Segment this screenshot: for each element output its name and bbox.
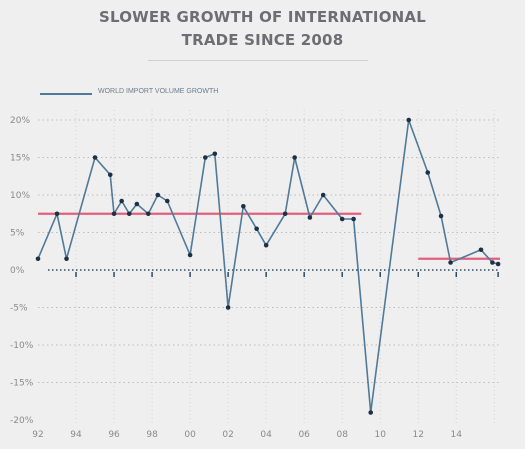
data-point	[339, 216, 345, 222]
data-point	[111, 211, 117, 217]
x-tick-label: 14	[451, 430, 463, 440]
data-point	[126, 211, 132, 217]
data-point	[119, 198, 124, 204]
x-tick-label: 92	[32, 430, 43, 440]
data-point	[241, 203, 246, 209]
data-point	[351, 216, 356, 222]
data-point	[134, 201, 140, 207]
y-tick-label: 15%	[10, 154, 30, 164]
x-tick-label: 04	[260, 430, 272, 440]
data-point	[282, 211, 288, 217]
chart-title-line-2: TRADE SINCE 2008	[181, 31, 344, 49]
x-tick-label: 02	[222, 430, 233, 440]
legend-label: WORLD IMPORT VOLUME GROWTH	[98, 88, 219, 95]
chart-title-line-1: SLOWER GROWTH OF INTERNATIONAL	[99, 8, 426, 26]
data-point	[187, 252, 193, 258]
data-point	[448, 260, 453, 265]
x-tick-label: 12	[413, 430, 424, 440]
x-tick-label: 00	[184, 430, 196, 440]
data-point	[320, 192, 326, 198]
data-point	[438, 213, 444, 219]
y-tick-label: -5%	[10, 304, 28, 314]
y-tick-label: 0%	[10, 266, 25, 276]
y-tick-label: -15%	[10, 379, 34, 389]
data-point	[203, 155, 208, 160]
data-point	[64, 256, 69, 262]
data-point	[406, 117, 412, 123]
data-point	[307, 215, 313, 220]
x-tick-label: 10	[374, 430, 386, 440]
data-point	[490, 260, 495, 265]
y-tick-label: -20%	[10, 416, 34, 426]
x-tick-label: 98	[146, 430, 158, 440]
data-point	[425, 170, 431, 175]
y-tick-label: 10%	[10, 191, 30, 201]
data-point	[368, 410, 374, 415]
y-tick-label: -10%	[10, 341, 34, 351]
x-tick-label: 94	[70, 430, 82, 440]
data-point	[54, 211, 60, 217]
x-tick-label: 08	[336, 430, 348, 440]
data-point	[292, 155, 297, 160]
data-point	[35, 256, 41, 262]
legend-swatch	[40, 93, 92, 95]
data-point	[254, 226, 259, 232]
data-point	[145, 211, 151, 217]
data-point	[495, 261, 501, 267]
data-point	[263, 242, 269, 248]
x-tick-label: 06	[298, 430, 310, 440]
title-underline	[148, 60, 368, 61]
series-line-0	[37, 119, 499, 414]
y-tick-label: 20%	[10, 116, 30, 126]
data-point	[478, 247, 484, 253]
data-point	[212, 151, 218, 157]
data-point	[107, 172, 113, 178]
data-point	[164, 198, 170, 204]
x-tick-label: 96	[108, 430, 120, 440]
data-point	[92, 155, 98, 160]
data-point	[225, 305, 231, 310]
data-point	[155, 192, 161, 198]
y-tick-label: 5%	[10, 229, 25, 239]
